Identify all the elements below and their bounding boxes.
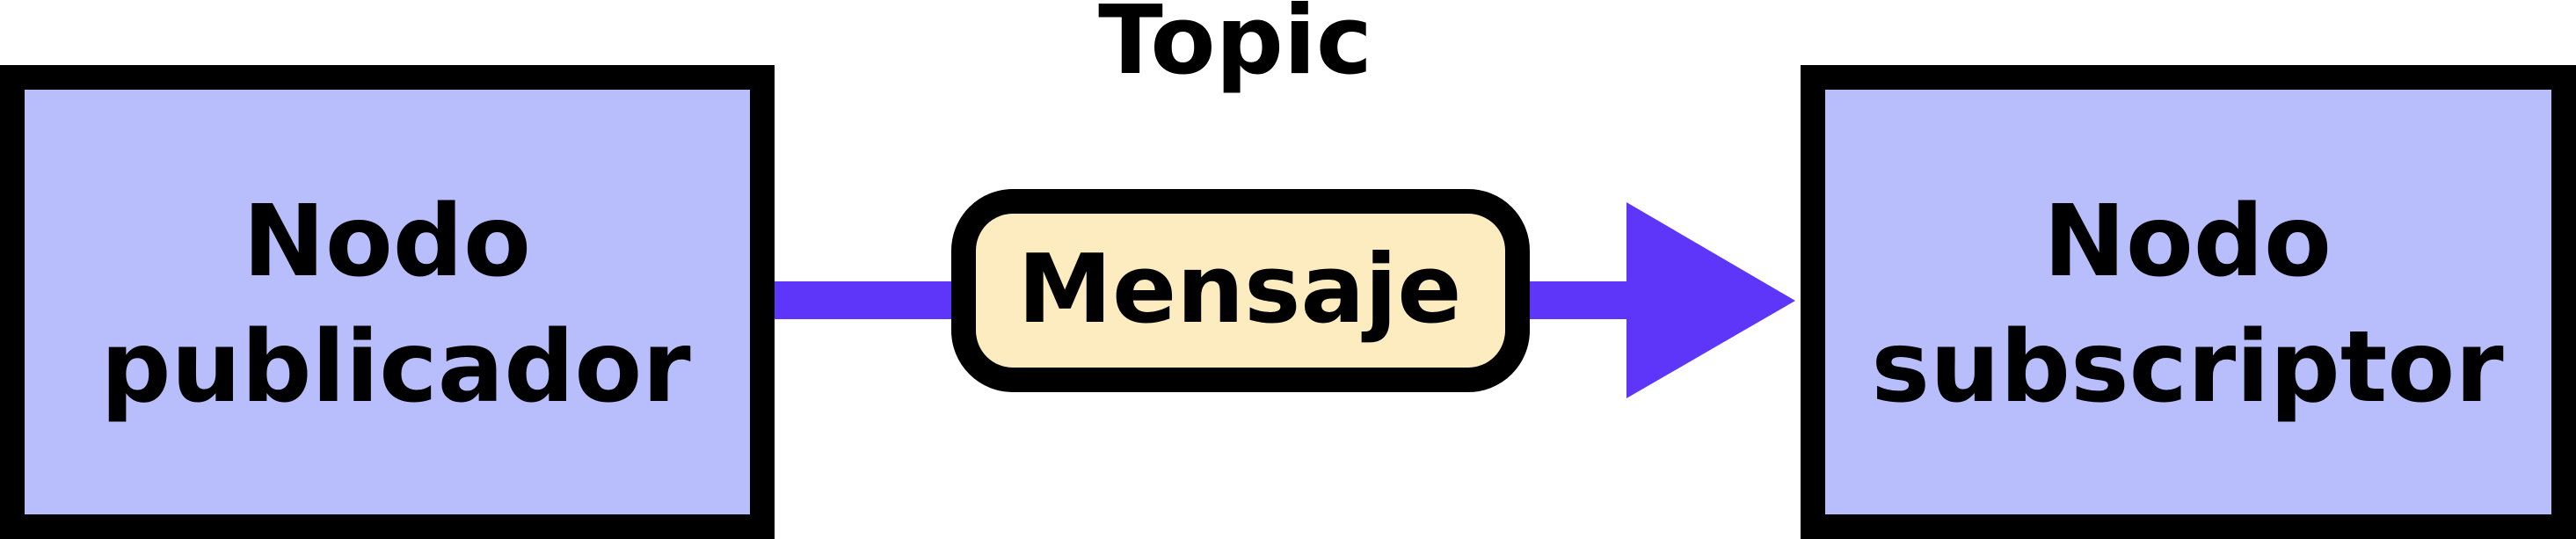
subscriber-node-label-line1: Nodo: [2043, 185, 2332, 299]
arrowhead-icon: [1626, 202, 1795, 398]
subscriber-node[interactable]: Nodo subscriptor: [1801, 65, 2576, 539]
topic-title: Topic: [1098, 0, 1372, 96]
publisher-node-label-line2: publicador: [100, 310, 690, 425]
message-pill[interactable]: Mensaje: [951, 189, 1530, 392]
message-label: Mensaje: [1017, 235, 1461, 345]
publisher-node[interactable]: Nodo publicador: [0, 65, 775, 539]
arrow-line-left: [772, 281, 958, 319]
publisher-node-label-line1: Nodo: [243, 185, 531, 299]
publisher-node-box: [0, 65, 775, 539]
subscriber-node-label-line2: subscriptor: [1871, 310, 2503, 425]
message-pill-box: [951, 189, 1530, 392]
arrow-line-right: [1517, 281, 1631, 319]
subscriber-node-box: [1801, 65, 2576, 539]
